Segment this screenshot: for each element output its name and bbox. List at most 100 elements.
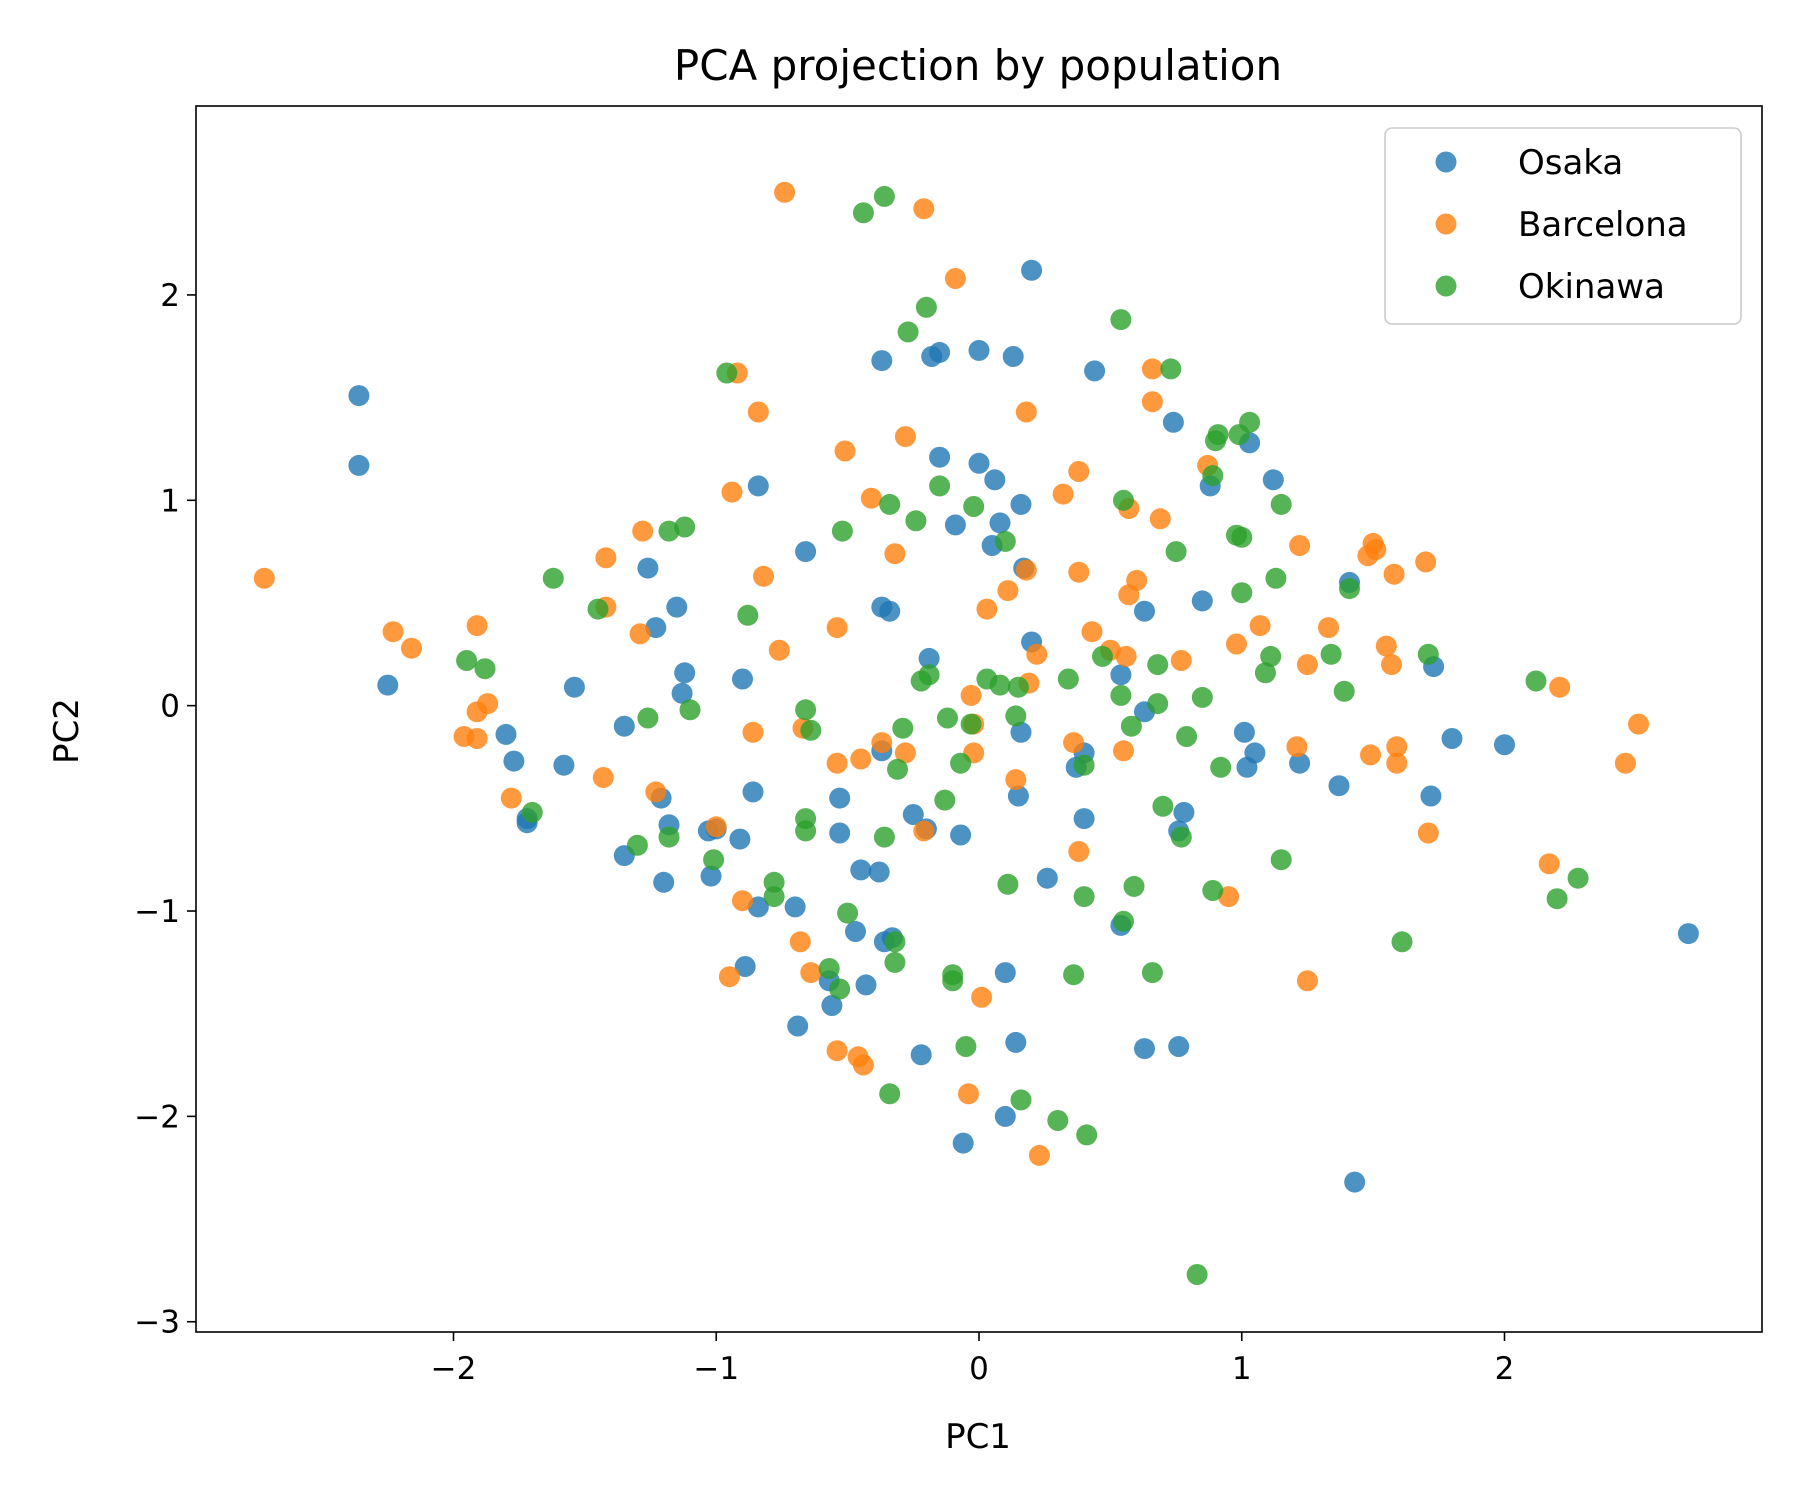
x-tick-label: 2 <box>1495 1351 1515 1387</box>
point-barcelona-33 <box>850 748 872 770</box>
point-okinawa-18 <box>795 820 817 842</box>
point-okinawa-64 <box>1113 910 1134 932</box>
point-barcelona-23 <box>768 639 790 661</box>
point-osaka-22 <box>729 828 751 850</box>
point-okinawa-81 <box>1210 756 1232 778</box>
point-okinawa-57 <box>1073 754 1095 776</box>
point-okinawa-96 <box>1417 643 1439 665</box>
point-barcelona-73 <box>1226 633 1247 655</box>
point-okinawa-68 <box>1147 693 1169 715</box>
point-barcelona-2 <box>401 637 422 659</box>
point-osaka-56 <box>968 339 990 361</box>
point-barcelona-40 <box>913 198 935 220</box>
point-barcelona-30 <box>826 1040 848 1062</box>
point-okinawa-53 <box>1010 1089 1032 1111</box>
point-osaka-74 <box>1084 360 1106 382</box>
point-okinawa-13 <box>737 604 759 626</box>
point-osaka-2 <box>377 674 399 696</box>
point-osaka-28 <box>787 1015 809 1037</box>
point-okinawa-98 <box>1546 888 1568 910</box>
point-osaka-36 <box>850 859 872 881</box>
point-osaka-48 <box>918 647 940 669</box>
point-barcelona-48 <box>997 580 1019 602</box>
point-okinawa-22 <box>831 520 853 542</box>
plot-area <box>195 105 1763 1333</box>
point-barcelona-70 <box>1170 650 1192 671</box>
point-okinawa-92 <box>1320 643 1342 665</box>
point-barcelona-68 <box>1141 358 1163 380</box>
point-okinawa-80 <box>1207 424 1229 446</box>
point-osaka-89 <box>1244 742 1266 764</box>
point-osaka-7 <box>553 754 575 776</box>
series-okinawa <box>456 185 1589 1285</box>
point-osaka-55 <box>968 452 990 474</box>
y-tick-label: −3 <box>134 1305 180 1341</box>
point-osaka-35 <box>845 921 866 942</box>
point-okinawa-28 <box>879 493 901 515</box>
point-barcelona-77 <box>1296 654 1318 676</box>
point-okinawa-16 <box>795 699 817 721</box>
x-tick-label: −2 <box>431 1351 477 1387</box>
point-osaka-26 <box>747 896 769 918</box>
point-okinawa-59 <box>1076 1124 1098 1146</box>
point-barcelona-39 <box>913 820 935 842</box>
point-okinawa-46 <box>963 496 985 517</box>
x-tick-label: 1 <box>1232 1351 1252 1387</box>
point-osaka-97 <box>1441 728 1463 749</box>
legend-marker-osaka <box>1435 151 1457 173</box>
point-barcelona-78 <box>1296 970 1318 992</box>
point-okinawa-65 <box>1120 715 1142 737</box>
point-okinawa-1 <box>474 658 496 680</box>
point-osaka-72 <box>1073 808 1095 830</box>
point-osaka-34 <box>829 787 851 809</box>
point-okinawa-55 <box>1057 668 1079 690</box>
point-barcelona-46 <box>971 986 993 1008</box>
point-osaka-65 <box>1010 493 1032 515</box>
point-okinawa-44 <box>955 1036 977 1057</box>
point-barcelona-87 <box>1386 736 1408 758</box>
point-barcelona-38 <box>894 426 916 448</box>
x-tick-label: −1 <box>693 1351 739 1387</box>
point-barcelona-31 <box>834 440 856 462</box>
point-barcelona-7 <box>477 693 499 715</box>
point-barcelona-92 <box>1549 676 1571 698</box>
point-osaka-14 <box>653 871 675 893</box>
y-tick-label: 1 <box>160 483 180 519</box>
point-okinawa-4 <box>587 598 609 620</box>
point-osaka-92 <box>1328 775 1350 797</box>
point-okinawa-76 <box>1191 686 1213 708</box>
point-okinawa-72 <box>1165 541 1187 563</box>
point-osaka-94 <box>1344 1171 1366 1193</box>
point-okinawa-38 <box>929 475 951 497</box>
point-okinawa-87 <box>1254 662 1276 684</box>
y-tick-label: 2 <box>160 278 180 314</box>
point-osaka-8 <box>563 676 585 698</box>
point-osaka-3 <box>495 723 517 745</box>
point-barcelona-63 <box>1115 645 1137 667</box>
point-osaka-23 <box>732 668 753 690</box>
point-okinawa-9 <box>674 516 696 538</box>
point-barcelona-81 <box>1360 744 1381 766</box>
point-barcelona-17 <box>721 481 743 503</box>
point-barcelona-95 <box>884 543 906 565</box>
point-osaka-81 <box>1168 1036 1190 1057</box>
legend-label-osaka: Osaka <box>1518 143 1623 183</box>
point-barcelona-94 <box>1628 713 1649 735</box>
point-osaka-80 <box>1162 411 1184 433</box>
point-okinawa-37 <box>918 664 940 686</box>
point-okinawa-78 <box>1202 465 1224 487</box>
legend-marker-barcelona <box>1435 213 1457 235</box>
point-barcelona-76 <box>1289 535 1311 556</box>
point-okinawa-29 <box>884 931 906 953</box>
point-okinawa-7 <box>658 826 680 848</box>
point-okinawa-40 <box>937 707 958 729</box>
legend-label-barcelona: Barcelona <box>1518 205 1688 245</box>
point-osaka-4 <box>503 750 525 772</box>
point-barcelona-62 <box>1113 740 1134 762</box>
point-osaka-40 <box>871 350 893 372</box>
point-osaka-77 <box>1134 600 1155 622</box>
point-barcelona-51 <box>1015 401 1037 423</box>
point-barcelona-93 <box>1614 752 1636 774</box>
point-barcelona-34 <box>852 1054 874 1076</box>
